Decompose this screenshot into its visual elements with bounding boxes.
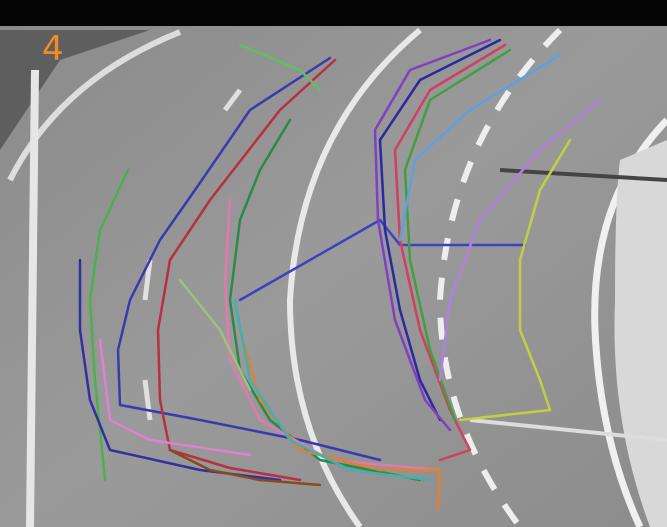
trajectory bbox=[403, 48, 512, 422]
trajectory bbox=[398, 53, 562, 242]
frame-label: 4 bbox=[42, 29, 64, 69]
lane-edge bbox=[26, 69, 39, 527]
shoulder bbox=[614, 140, 667, 527]
trajectory bbox=[116, 56, 382, 462]
trajectory bbox=[156, 58, 337, 482]
lane-line bbox=[436, 27, 563, 527]
lane-dash bbox=[142, 88, 242, 421]
trajectory bbox=[88, 168, 130, 482]
trajectory bbox=[178, 278, 252, 392]
trajectory bbox=[238, 218, 527, 302]
shadow-line bbox=[499, 168, 667, 182]
trajectory bbox=[98, 338, 252, 457]
trajectories bbox=[78, 38, 602, 512]
trajectory bbox=[458, 138, 572, 422]
trajectory bbox=[233, 298, 432, 482]
lane-edge bbox=[7, 29, 182, 182]
barrier bbox=[0, 30, 150, 150]
trajectory bbox=[438, 98, 602, 382]
lane-line bbox=[286, 27, 422, 527]
trajectory bbox=[238, 43, 322, 92]
top-bar bbox=[0, 0, 667, 26]
trajectory bbox=[168, 448, 322, 487]
trajectory bbox=[373, 38, 492, 432]
trajectory bbox=[393, 43, 507, 462]
stop-line bbox=[469, 418, 667, 442]
trajectory bbox=[378, 38, 502, 422]
